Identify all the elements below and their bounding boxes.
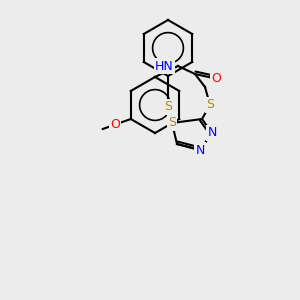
Text: S: S — [168, 116, 176, 130]
Text: S: S — [206, 98, 214, 112]
Text: O: O — [211, 71, 221, 85]
Text: S: S — [164, 100, 172, 113]
Text: HN: HN — [155, 59, 174, 73]
Text: N: N — [195, 143, 205, 157]
Text: O: O — [110, 118, 120, 130]
Text: N: N — [207, 127, 217, 140]
